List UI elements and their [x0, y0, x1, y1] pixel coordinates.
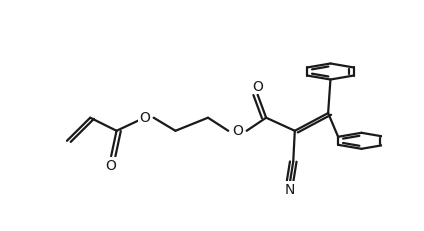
Text: N: N: [285, 182, 296, 196]
Text: O: O: [139, 110, 150, 124]
Text: O: O: [106, 158, 117, 172]
Text: O: O: [232, 123, 243, 137]
Text: O: O: [252, 79, 263, 93]
